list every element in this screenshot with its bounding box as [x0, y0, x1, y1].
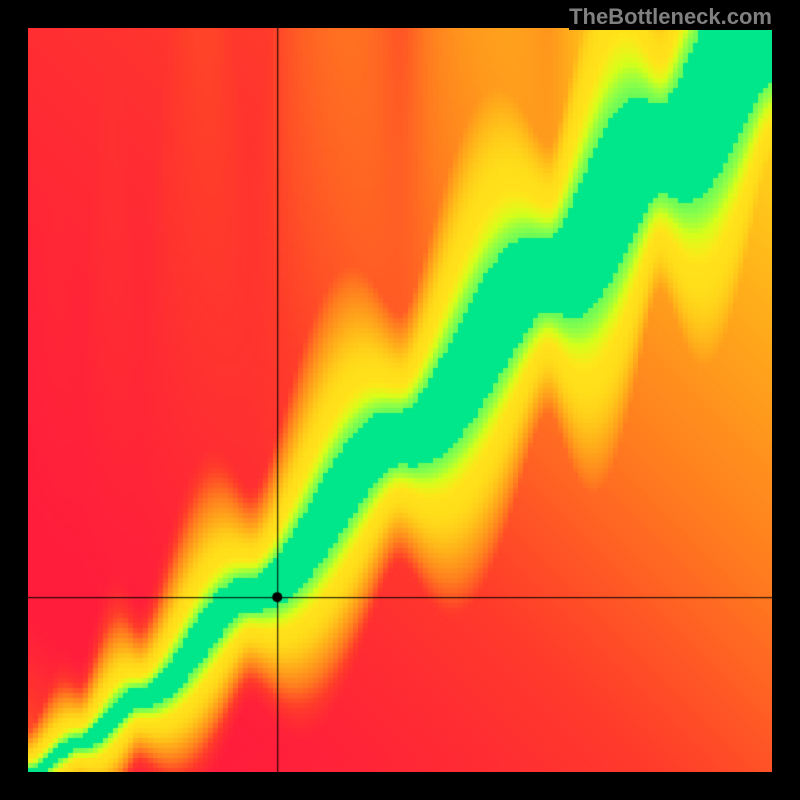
watermark-label: TheBottleneck.com — [569, 4, 772, 30]
bottleneck-heatmap — [28, 28, 772, 772]
chart-container: TheBottleneck.com — [0, 0, 800, 800]
